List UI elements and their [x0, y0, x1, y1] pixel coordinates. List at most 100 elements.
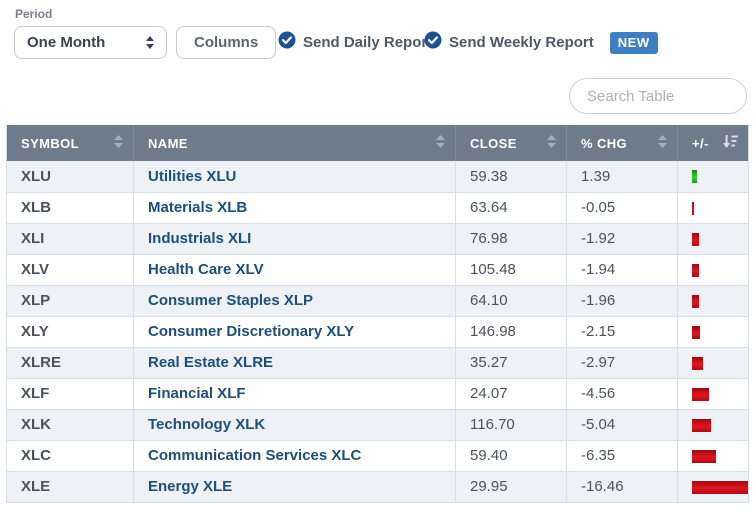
close-cell: 24.07 [455, 378, 567, 410]
sort-icon[interactable] [436, 135, 445, 151]
symbol-cell: XLY [6, 316, 134, 348]
change-bar [692, 418, 711, 432]
change-bar [692, 263, 699, 277]
sort-icon[interactable] [114, 135, 123, 151]
table-row: XLY Consumer Discretionary XLY 146.98 -2.15 [6, 316, 749, 348]
symbol-cell: XLRE [6, 347, 134, 379]
close-cell: 29.95 [455, 471, 567, 503]
column-header-close[interactable]: CLOSE [455, 125, 567, 161]
change-bar-cell [677, 285, 749, 317]
sector-etf-table: SYMBOL NAME CLOSE % CHG +/- XLU Utilities XLU… [6, 125, 749, 503]
column-header-pct[interactable]: % CHG [566, 125, 678, 161]
change-bar-cell [677, 161, 749, 193]
symbol-cell: XLI [6, 223, 134, 255]
symbol-cell: XLP [6, 285, 134, 317]
name-cell: Real Estate XLRE [133, 347, 456, 379]
change-bar-cell [677, 316, 749, 348]
name-cell: Health Care XLV [133, 254, 456, 286]
name-link[interactable]: Industrials XLI [148, 230, 252, 247]
pct-chg-cell: -4.56 [566, 378, 678, 410]
name-link[interactable]: Materials XLB [148, 199, 248, 216]
table-row: XLB Materials XLB 63.64 -0.05 [6, 192, 749, 224]
period-label: Period [15, 7, 53, 21]
name-cell: Technology XLK [133, 409, 456, 441]
change-bar [692, 449, 716, 463]
name-link[interactable]: Energy XLE [148, 478, 233, 495]
pct-chg-cell: -6.35 [566, 440, 678, 472]
name-cell: Communication Services XLC [133, 440, 456, 472]
checked-circle-icon [278, 31, 296, 54]
symbol-cell: XLE [6, 471, 134, 503]
name-link[interactable]: Financial XLF [148, 385, 246, 402]
change-bar [692, 387, 709, 401]
table-row: XLU Utilities XLU 59.38 1.39 [6, 161, 749, 193]
table-row: XLF Financial XLF 24.07 -4.56 [6, 378, 749, 410]
close-cell: 63.64 [455, 192, 567, 224]
change-bar-cell [677, 409, 749, 441]
select-caret-icon [146, 36, 154, 49]
change-bar [692, 170, 697, 184]
table-row: XLK Technology XLK 116.70 -5.04 [6, 409, 749, 441]
name-link[interactable]: Health Care XLV [148, 261, 264, 278]
pct-chg-cell: -2.97 [566, 347, 678, 379]
table-header: SYMBOL NAME CLOSE % CHG +/- [6, 125, 749, 161]
name-link[interactable]: Technology XLK [148, 416, 266, 433]
change-bar [692, 356, 703, 370]
table-row: XLE Energy XLE 29.95 -16.46 [6, 471, 749, 503]
checked-circle-icon [424, 31, 442, 54]
change-bar [692, 232, 699, 246]
name-link[interactable]: Real Estate XLRE [148, 354, 274, 371]
change-bar-cell [677, 378, 749, 410]
name-cell: Industrials XLI [133, 223, 456, 255]
sort-amount-down-icon[interactable] [723, 135, 738, 151]
change-bar-cell [677, 223, 749, 255]
column-header-label: +/- [692, 135, 709, 151]
period-select[interactable]: One Month [14, 26, 167, 59]
name-cell: Utilities XLU [133, 161, 456, 193]
close-cell: 59.40 [455, 440, 567, 472]
name-link[interactable]: Consumer Staples XLP [148, 292, 314, 309]
table-header-row: SYMBOL NAME CLOSE % CHG +/- [6, 125, 749, 161]
name-cell: Consumer Discretionary XLY [133, 316, 456, 348]
change-bar [692, 480, 749, 494]
column-header-symbol[interactable]: SYMBOL [6, 125, 134, 161]
table-row: XLRE Real Estate XLRE 35.27 -2.97 [6, 347, 749, 379]
name-link[interactable]: Communication Services XLC [148, 447, 362, 464]
pct-chg-cell: -5.04 [566, 409, 678, 441]
symbol-cell: XLB [6, 192, 134, 224]
column-header-label: SYMBOL [21, 135, 80, 151]
pct-chg-cell: -2.15 [566, 316, 678, 348]
sort-icon[interactable] [547, 135, 556, 151]
columns-button[interactable]: Columns [176, 26, 277, 59]
column-header-bar[interactable]: +/- [677, 125, 749, 161]
name-link[interactable]: Utilities XLU [148, 167, 237, 185]
new-badge: NEW [609, 31, 658, 54]
send-daily-label: Send Daily Report [303, 34, 433, 51]
name-link[interactable]: Consumer Discretionary XLY [148, 323, 355, 340]
pct-chg-cell: -1.94 [566, 254, 678, 286]
name-cell: Consumer Staples XLP [133, 285, 456, 317]
send-weekly-checkbox[interactable]: Send Weekly Report NEW [424, 31, 658, 54]
name-cell: Energy XLE [133, 471, 456, 503]
name-cell: Materials XLB [133, 192, 456, 224]
close-cell: 59.38 [455, 161, 567, 193]
column-header-name[interactable]: NAME [133, 125, 456, 161]
change-bar-cell [677, 347, 749, 379]
search-input[interactable] [569, 78, 747, 114]
change-bar [692, 201, 694, 215]
change-bar-cell [677, 440, 749, 472]
close-cell: 35.27 [455, 347, 567, 379]
send-daily-checkbox[interactable]: Send Daily Report [278, 31, 432, 54]
table-body: XLU Utilities XLU 59.38 1.39 XLB Materials XL… [6, 161, 749, 503]
symbol-cell: XLK [6, 409, 134, 441]
symbol-cell: XLV [6, 254, 134, 286]
close-cell: 64.10 [455, 285, 567, 317]
symbol-cell: XLC [6, 440, 134, 472]
pct-chg-cell: -0.05 [566, 192, 678, 224]
sort-icon[interactable] [658, 135, 667, 151]
change-bar-cell [677, 192, 749, 224]
pct-chg-cell: -16.46 [566, 471, 678, 503]
close-cell: 116.70 [455, 409, 567, 441]
pct-chg-cell: -1.92 [566, 223, 678, 255]
column-header-label: % CHG [581, 135, 628, 151]
